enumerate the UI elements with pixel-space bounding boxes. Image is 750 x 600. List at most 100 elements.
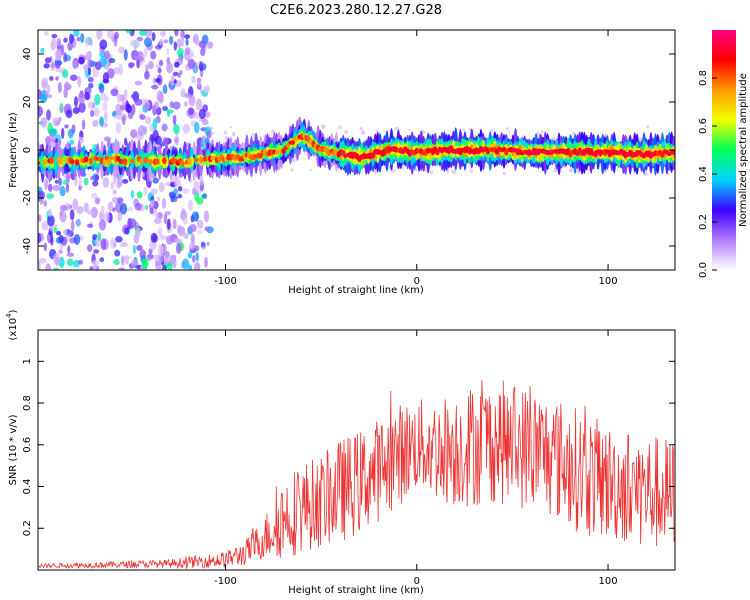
heatmap-blob	[114, 31, 119, 40]
heatmap-blob	[136, 191, 143, 199]
heatmap-blob	[173, 79, 177, 84]
heatmap-blob	[187, 251, 193, 259]
y-tick-label: 20	[22, 96, 33, 109]
heatmap-blob	[115, 122, 122, 134]
heatmap-blob	[163, 213, 168, 225]
heatmap-blob	[62, 69, 69, 79]
heatmap-blob	[120, 242, 128, 248]
svg-text:(x104): (x104)	[5, 309, 19, 340]
heatmap-blob	[78, 177, 83, 187]
heatmap-blob	[200, 47, 206, 57]
heatmap-blob	[182, 188, 190, 194]
heatmap-blob	[53, 267, 59, 270]
heatmap-blob	[53, 227, 58, 234]
heatmap-blob	[69, 209, 75, 221]
heatmap-blob	[160, 31, 166, 37]
heatmap-blob	[173, 237, 181, 243]
heatmap-blob	[135, 227, 142, 238]
heatmap-blob	[154, 212, 159, 218]
heatmap-blob	[107, 201, 114, 212]
heatmap-blob	[112, 196, 119, 204]
heatmap-blob	[469, 169, 473, 173]
heatmap-blob	[344, 130, 348, 135]
heatmap-blob	[199, 61, 204, 72]
heatmap-blob	[99, 39, 108, 50]
heatmap-blob	[145, 205, 149, 210]
heatmap-blob	[43, 63, 50, 69]
heatmap-blob	[188, 107, 194, 116]
heatmap-blob	[155, 64, 162, 69]
heatmap-blob	[184, 92, 192, 99]
heatmap-blob	[162, 84, 168, 94]
snr-scale-base: (x10	[8, 318, 19, 341]
heatmap-blob	[202, 85, 211, 94]
heatmap-blob	[67, 41, 73, 51]
y-tick-label: -20	[22, 190, 33, 206]
heatmap-blob	[162, 106, 168, 111]
heatmap-blob	[149, 207, 154, 214]
heatmap-blob	[123, 88, 128, 99]
heatmap-blob	[201, 118, 209, 126]
ridge-blob	[290, 140, 295, 146]
heatmap-blob	[130, 93, 138, 99]
heatmap-blob	[195, 252, 199, 262]
heatmap-blob	[359, 126, 364, 131]
heatmap-blob	[92, 180, 99, 187]
heatmap-blob	[120, 255, 125, 266]
heatmap-blob	[81, 119, 86, 130]
heatmap-blob	[200, 241, 206, 248]
y-tick-label: 0.4	[22, 479, 33, 495]
heatmap-blob	[124, 137, 128, 146]
ridge-blob	[187, 158, 192, 165]
heatmap-blob	[429, 170, 434, 175]
heatmap-blob	[87, 58, 92, 71]
heatmap-blob	[184, 47, 191, 56]
heatmap-blob	[38, 261, 41, 270]
heatmap-blob	[192, 187, 197, 196]
heatmap-blob	[45, 263, 51, 270]
heatmap-blob	[79, 235, 84, 242]
heatmap-blob	[64, 81, 70, 91]
heatmap-blob	[113, 67, 120, 75]
heatmap-blob	[83, 177, 89, 186]
snr-x-ticks: -100 0 100	[214, 330, 618, 587]
spectrogram-panel: -100 0 100 -40 -20 0 20 40 Height of straight …	[8, 29, 676, 296]
heatmap-blob	[100, 205, 105, 213]
heatmap-blob	[46, 94, 53, 99]
heatmap-blob	[102, 72, 109, 84]
heatmap-blob	[163, 39, 169, 44]
heatmap-blob	[150, 199, 155, 208]
heatmap-blob	[118, 267, 126, 270]
ridge-blob	[180, 160, 185, 167]
heatmap-blob	[152, 177, 159, 184]
x-tick-label: -100	[214, 576, 237, 587]
heatmap-blob	[540, 130, 544, 134]
heatmap-blob	[123, 49, 128, 61]
heatmap-blob	[172, 218, 177, 230]
heatmap-blob	[190, 233, 195, 244]
heatmap-blob	[152, 118, 158, 131]
heatmap-blob	[107, 68, 115, 79]
heatmap-blob	[71, 124, 76, 134]
heatmap-blob	[161, 264, 167, 270]
heatmap-blob	[40, 94, 48, 103]
heatmap-blob	[143, 47, 148, 58]
heatmap-blob	[100, 92, 107, 102]
heatmap-blob	[129, 218, 137, 228]
heatmap-blob	[169, 35, 174, 45]
heatmap-blob	[59, 204, 68, 212]
heatmap-blob	[150, 50, 157, 60]
heatmap-blob	[40, 47, 45, 53]
heatmap-blob	[114, 249, 121, 257]
heatmap-blob	[124, 255, 131, 260]
x-tick-label: 100	[599, 276, 618, 287]
heatmap-blob	[134, 202, 143, 211]
spectrogram-heatmap	[38, 30, 675, 270]
heatmap-blob	[47, 122, 53, 135]
heatmap-blob	[78, 259, 83, 265]
heatmap-blob	[192, 255, 196, 263]
heatmap-blob	[87, 101, 94, 109]
heatmap-blob	[97, 232, 102, 242]
heatmap-blob	[99, 211, 103, 221]
colorbar-gradient	[712, 30, 736, 270]
